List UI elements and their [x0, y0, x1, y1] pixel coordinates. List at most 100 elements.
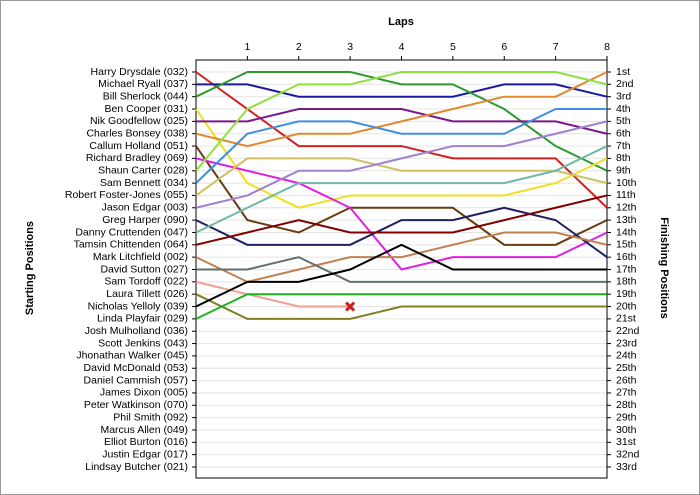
- lines: [195, 71, 608, 320]
- position-line: [195, 145, 608, 246]
- starting-position-label: Marcus Allen (049): [100, 424, 188, 436]
- starting-position-label: Shaun Carter (028): [98, 165, 188, 177]
- position-line: [195, 293, 607, 320]
- finishing-position-label: 23rd: [616, 337, 637, 349]
- finishing-position-label: 18th: [616, 276, 637, 288]
- starting-position-label: Laura Tillett (026): [106, 288, 188, 300]
- position-line: [195, 194, 608, 246]
- position-line: [196, 83, 608, 98]
- finishing-position-label: 20th: [616, 300, 637, 312]
- finishing-position-label: 24th: [616, 350, 637, 362]
- finishing-position-label: 29th: [616, 411, 637, 423]
- starting-position-label: Sam Bennett (034): [100, 177, 188, 189]
- y-axis-title: Starting Positions: [24, 221, 36, 315]
- starting-position-label: Greg Harper (090): [102, 214, 188, 226]
- finishing-position-label: 6th: [616, 128, 631, 140]
- y2-axis-title: Finishing Positions: [658, 217, 670, 318]
- starting-position-label: Ben Cooper (031): [105, 103, 188, 115]
- starting-position-label: Daniel Cammish (057): [84, 374, 188, 386]
- finishing-position-label: 21st: [616, 313, 636, 325]
- finishing-position-label: 32nd: [616, 448, 640, 460]
- position-line: [195, 280, 351, 308]
- position-line: [195, 108, 608, 209]
- finishing-position-label: 3rd: [616, 90, 631, 102]
- position-line: [195, 145, 608, 234]
- finishing-position-label: 26th: [616, 374, 637, 386]
- starting-position-label: Peter Watkinson (070): [84, 399, 188, 411]
- position-line: [195, 71, 608, 148]
- position-line: [195, 108, 607, 184]
- x-tick-label: 7: [553, 41, 559, 53]
- finishing-position-label: 8th: [616, 152, 631, 164]
- starting-position-label: David Sutton (027): [100, 263, 188, 275]
- position-line: [196, 108, 608, 135]
- finishing-position-label: 1st: [616, 66, 630, 78]
- finishing-position-label: 31st: [616, 436, 636, 448]
- starting-position-label: Charles Bonsey (038): [86, 128, 188, 140]
- x-tick-label: 8: [604, 41, 610, 53]
- position-line: [195, 120, 608, 209]
- starting-position-label: Lindsay Butcher (021): [85, 461, 188, 473]
- x-tick-label: 2: [296, 41, 302, 53]
- finishing-position-label: 7th: [616, 140, 631, 152]
- starting-position-label: Phil Smith (092): [113, 411, 188, 423]
- x-tick-label: 1: [244, 41, 250, 53]
- finishing-position-label: 5th: [616, 115, 631, 127]
- finishing-position-label: 33rd: [616, 461, 637, 473]
- finishing-position-label: 2nd: [616, 78, 634, 90]
- starting-position-label: Elliot Burton (016): [104, 436, 188, 448]
- starting-position-label: Nik Goodfellow (025): [90, 115, 188, 127]
- starting-position-label: James Dixon (005): [100, 387, 188, 399]
- starting-position-label: David McDonald (053): [84, 362, 188, 374]
- x-axis-title: Laps: [388, 16, 414, 28]
- starting-position-label: Nicholas Yelloly (039): [88, 300, 188, 312]
- starting-position-label: Jhonathan Walker (045): [76, 350, 188, 362]
- starting-position-label: Callum Holland (051): [89, 140, 188, 152]
- x-tick-label: 6: [501, 41, 507, 53]
- starting-position-label: Robert Foster-Jones (055): [65, 189, 188, 201]
- position-line: [195, 71, 608, 209]
- starting-position-label: Bill Sherlock (044): [103, 90, 188, 102]
- starting-position-label: Tamsin Chittenden (064): [74, 239, 188, 251]
- finishing-position-label: 22nd: [616, 325, 640, 337]
- position-line: [195, 293, 607, 320]
- finishing-position-label: 9th: [616, 165, 631, 177]
- position-line: [195, 157, 608, 271]
- position-line: [196, 256, 607, 283]
- retired-marker: [345, 301, 356, 312]
- starting-position-label: Sam Tordoff (022): [104, 276, 188, 288]
- starting-position-label: Richard Bradley (069): [86, 152, 188, 164]
- starting-position-label: Scott Jenkins (043): [98, 337, 188, 349]
- finishing-position-label: 30th: [616, 424, 637, 436]
- position-line: [195, 71, 608, 172]
- finishing-position-label: 27th: [616, 387, 637, 399]
- starting-position-label: Harry Drysdale (032): [91, 66, 188, 78]
- finishing-position-label: 17th: [616, 263, 637, 275]
- starting-position-label: Josh Mulholland (036): [85, 325, 188, 337]
- finishing-position-label: 25th: [616, 362, 637, 374]
- x-tick-label: 5: [450, 41, 456, 53]
- starting-position-label: Danny Cruttenden (047): [75, 226, 188, 238]
- position-line: [195, 71, 608, 172]
- finishing-position-label: 28th: [616, 399, 637, 411]
- x-tick-label: 4: [399, 41, 405, 53]
- starting-position-label: Michael Ryall (037): [98, 78, 188, 90]
- position-line: [195, 157, 608, 197]
- finishing-position-label: 12th: [616, 202, 637, 214]
- starting-position-label: Linda Playfair (029): [97, 313, 188, 325]
- finishing-position-label: 16th: [616, 251, 637, 263]
- finishing-position-label: 14th: [616, 226, 637, 238]
- finishing-position-label: 15th: [616, 239, 637, 251]
- position-line: [195, 231, 608, 283]
- position-line: [195, 243, 607, 308]
- finishing-position-label: 19th: [616, 288, 637, 300]
- starting-position-label: Mark Litchfield (002): [93, 251, 188, 263]
- finishing-position-label: 4th: [616, 103, 631, 115]
- starting-position-label: Justin Edgar (017): [102, 448, 188, 460]
- finishing-position-label: 13th: [616, 214, 637, 226]
- position-line: [195, 206, 608, 258]
- x-tick-label: 3: [347, 41, 353, 53]
- finishing-position-label: 10th: [616, 177, 637, 189]
- finishing-position-label: 11th: [616, 189, 636, 201]
